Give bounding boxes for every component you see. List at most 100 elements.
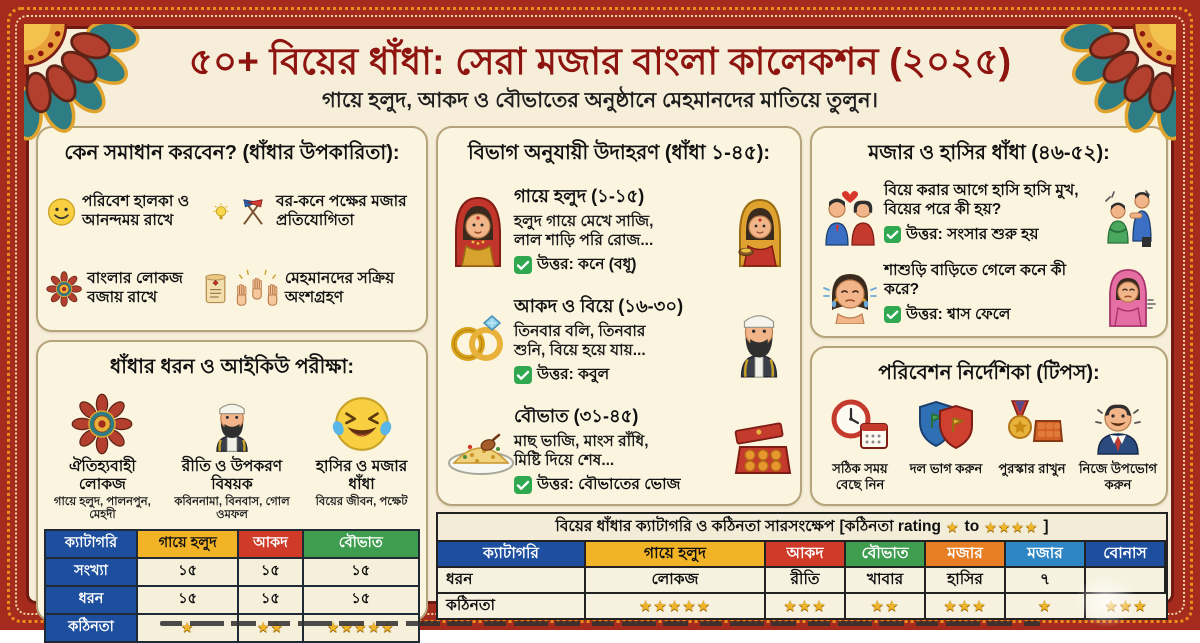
mandala-corner-icon — [24, 24, 140, 141]
difficulty-stars: ★ — [1037, 597, 1053, 615]
type-cell — [1086, 568, 1166, 594]
funny-question: শাশুড়ি বাড়িতে গেলে কনে কী করে? — [884, 262, 1067, 298]
example-section-gaye-holud: গায়ে হলুদ (১-১৫) হলুদ গায়ে মেখে সাজি, … — [446, 175, 792, 285]
summary-header-bonus: বোনাস — [1086, 542, 1166, 568]
mini-header-akd: আকদ — [237, 529, 304, 560]
benefit-text: বর-কনে পক্ষের মজার প্রতিযোগিতা — [276, 192, 407, 229]
rangoli-icon — [72, 393, 133, 455]
mini-header-boubhat: বৌভাত — [301, 529, 421, 560]
examples-title: বিভাগ অনুযায়ী উদাহরণ (ধাঁধা ১-৪৫): — [467, 142, 771, 164]
summary-title: বিয়ের ধাঁধার ক্যাটাগরি ও কঠিনতা সারসংক্… — [555, 518, 835, 535]
type-label: ঐতিহ্যবাহী লোকজ — [68, 458, 136, 493]
rating-max-stars: ★★★★ — [984, 519, 1039, 535]
difficulty-stars: ★★★ — [783, 597, 827, 615]
summary-header-gaye-holud: গায়ে হলুদ — [586, 542, 766, 568]
wedding-rings-icon — [451, 315, 503, 361]
type-sublabel: কবিননামা, বিনবাস, গোল ওমফল — [174, 495, 290, 522]
clock-calendar-icon — [831, 399, 888, 449]
type-cell: রীতি — [766, 568, 846, 594]
scroll-icon — [205, 273, 226, 303]
footer-text-clipped — [160, 621, 1040, 626]
medal-gift-icon — [1008, 400, 1064, 442]
bride-with-bowl-icon — [738, 198, 781, 267]
type-cell: খাবার — [846, 568, 926, 594]
mini-header-gaye-holud: গায়ে হলুদ — [136, 529, 240, 560]
example-heading: গায়ে হলুদ (১-১৫) — [514, 185, 645, 206]
benefits-panel: কেন সমাধান করবেন? (ধাঁধার উপকারিতা): পরি… — [36, 126, 428, 332]
imam-icon — [216, 403, 248, 452]
mini-table-count-row: সংখ্যা ১৫ ১৫ ১৫ — [43, 557, 421, 588]
example-section-boubhat: বৌভাত (৩১-৪৫) মাছ ভাজি, মাংস রাঁধি, মিষ্… — [446, 395, 792, 505]
mandala-corner-icon — [1060, 24, 1176, 141]
rangoli-icon — [46, 270, 82, 307]
crying-woman-icon — [823, 274, 877, 324]
check-icon — [884, 306, 901, 324]
mini-table-header-row: ক্যাটাগরি গায়ে হলুদ আকদ বৌভাত — [43, 529, 421, 560]
example-section-akd: আকদ ও বিয়ে (১৬-৩০) তিনবার বলি, তিনবার শ… — [446, 285, 792, 395]
tip-timing: সঠিক সময় বেছে নিন — [818, 395, 902, 492]
mini-table-difficulty-row: কঠিনতা ★ ★★ ★★★★★ — [43, 613, 421, 643]
example-line: মিষ্টি দিয়ে শেষ... — [514, 451, 615, 469]
type-label: রীতি ও উপকরণ বিষয়ক — [181, 458, 283, 493]
types-panel: ধাঁধার ধরন ও আইকিউ পরীক্ষা: — [36, 340, 428, 643]
laughing-emoji-icon — [332, 397, 391, 451]
benefit-text: বাংলার লোকজ বজায় রাখে — [87, 269, 183, 306]
example-heading: আকদ ও বিয়ে (১৬-৩০) — [514, 295, 684, 316]
couple-heart-icon — [825, 191, 875, 246]
benefit-item-folk: বাংলার লোকজ বজায় রাখে — [46, 252, 229, 325]
type-column-traditional: ঐতিহ্যবাহী লোকজ গায়ে হলুদ, পালনপুন, মেহ… — [44, 389, 161, 523]
tip-label: দল ভাগ করুন — [909, 461, 983, 476]
biryani-plate-icon — [448, 433, 514, 475]
type-cell: ১৫ — [301, 585, 421, 616]
tip-label: পুরস্কার রাখুন — [998, 461, 1066, 476]
type-cell: লোকজ — [586, 568, 766, 594]
funny-item-inlaws: শাশুড়ি বাড়িতে গেলে কনে কী করে? উত্তর: … — [820, 255, 1158, 335]
funny-question: বিয়ে করার আগে হাসি হাসি মুখ, বিয়ের পরে… — [884, 182, 1079, 218]
rating-min-stars: ★ — [945, 519, 960, 535]
example-heading: বৌভাত (৩১-৪৫) — [514, 405, 639, 426]
count-cell: ১৫ — [301, 557, 421, 588]
summary-header-mojar-orange: মজার — [926, 542, 1006, 568]
type-sublabel: বিয়ের জীবন, পক্ষেট — [315, 495, 408, 508]
summary-header-akd: আকদ — [766, 542, 846, 568]
summary-header-mojar-blue: মজার — [1006, 542, 1086, 568]
example-answer: উত্তর: বৌভাতের ভোজ — [537, 476, 681, 494]
benefit-text: পরিবেশ হালকা ও আনন্দময় রাখে — [82, 192, 190, 229]
funny-title: মজার ও হাসির ধাঁধা (৪৬-৫২): — [868, 142, 1110, 164]
type-cell: ১৫ — [136, 585, 240, 616]
imam-icon — [740, 315, 778, 378]
example-line: মাছ ভাজি, মাংস রাঁধি, — [514, 432, 649, 450]
raised-hands-icon — [236, 269, 278, 306]
difficulty-stars: ★★ — [870, 597, 900, 615]
benefit-item-participation: মেহমানদের সক্রিয় অংশগ্রহণ — [235, 252, 418, 325]
funny-panel: মজার ও হাসির ধাঁধা (৪৬-৫২): বিয়ে করার আ… — [810, 126, 1168, 338]
row-label: সংখ্যা — [43, 557, 139, 588]
summary-grid: ক্যাটাগরি গায়ে হলুদ আকদ বৌভাত মজার মজার… — [438, 542, 1166, 618]
tip-prizes: পুরস্কার রাখুন — [990, 395, 1074, 492]
count-cell: ১৫ — [136, 557, 240, 588]
summary-type-row-label: ধরন — [438, 568, 586, 594]
sighing-woman-icon — [1109, 269, 1156, 327]
mini-header-category: ক্যাটাগরি — [43, 529, 139, 560]
type-cell: ৭ — [1006, 568, 1086, 594]
summary-difficulty-row-label: কঠিনতা — [438, 594, 586, 618]
examples-panel: বিভাগ অনুযায়ী উদাহরণ (ধাঁধা ১-৪৫): গায়… — [436, 126, 802, 506]
lightbulb-icon — [213, 202, 229, 219]
funny-answer: উত্তর: শ্বাস ফেলে — [906, 305, 1011, 323]
funny-answer: উত্তর: সংসার শুরু হয় — [906, 225, 1039, 243]
example-line: লাল শাড়ি পরি রোজ... — [514, 231, 654, 249]
rating-note-close: ] — [1043, 518, 1049, 535]
page-subtitle: গায়ে হলুদ, আকদ ও বৌভাতের অনুষ্ঠানে মেহম… — [321, 89, 879, 112]
count-cell: ১৫ — [237, 557, 304, 588]
rating-note-open: [কঠিনতা rating — [839, 518, 941, 535]
type-label: হাসির ও মজার ধাঁধা — [315, 458, 408, 493]
crossed-flags-icon — [243, 198, 263, 225]
benefit-text: মেহমানদের সক্রিয় অংশগ্রহণ — [284, 269, 395, 306]
rating-note-to: to — [964, 518, 980, 535]
team-shields-icon — [919, 400, 973, 450]
tip-enjoy: নিজে উপভোগ করুন — [1076, 395, 1160, 492]
summary-header-category: ক্যাটাগরি — [438, 542, 586, 568]
example-line: শুনি, বিয়ে হয়ে যায়... — [514, 341, 646, 359]
sweets-box-icon — [734, 422, 792, 474]
check-icon — [514, 366, 532, 385]
